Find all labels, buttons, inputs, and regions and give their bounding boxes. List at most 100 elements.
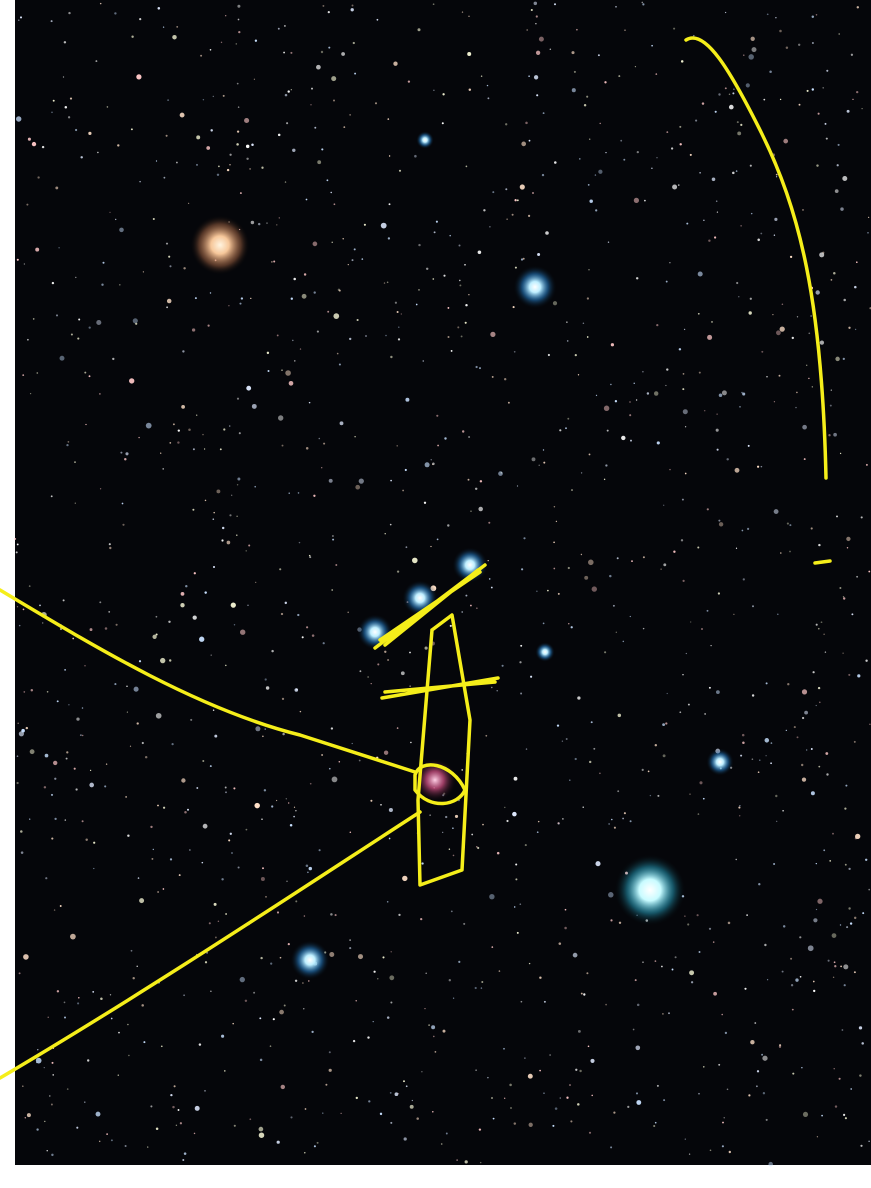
star [435, 220, 438, 223]
star [759, 759, 761, 761]
star [78, 996, 80, 999]
star [141, 741, 144, 745]
star [583, 993, 586, 996]
star [445, 815, 448, 819]
star [810, 791, 815, 796]
star [757, 771, 760, 774]
star [44, 753, 49, 758]
star [516, 199, 519, 202]
star [567, 566, 570, 570]
star [825, 137, 828, 140]
star [271, 805, 274, 808]
star [808, 377, 810, 380]
star [100, 997, 103, 1000]
star [358, 759, 361, 762]
star [613, 1111, 616, 1114]
star [22, 1085, 24, 1087]
star [492, 191, 495, 194]
star [761, 1053, 764, 1056]
star [246, 385, 252, 391]
star [376, 18, 379, 21]
star [138, 660, 142, 663]
star [608, 823, 610, 825]
star [269, 1045, 272, 1047]
star [695, 119, 698, 122]
star [861, 107, 863, 110]
star [458, 279, 461, 282]
star [684, 472, 687, 475]
star [221, 878, 224, 881]
star [816, 1136, 819, 1138]
star [474, 487, 478, 491]
star [313, 1145, 316, 1148]
star [221, 1034, 225, 1038]
star [286, 880, 288, 882]
star [792, 1072, 795, 1075]
star [524, 1057, 526, 1059]
star [327, 10, 330, 14]
star [783, 138, 789, 144]
star [513, 776, 518, 781]
star [524, 844, 527, 847]
star [27, 338, 29, 341]
star [761, 350, 764, 353]
star [29, 392, 32, 395]
star [183, 1152, 187, 1155]
star [528, 1122, 533, 1127]
star [733, 613, 735, 615]
star [383, 282, 386, 284]
star [104, 627, 108, 630]
star [707, 334, 713, 340]
star [588, 1131, 592, 1134]
star [857, 674, 861, 678]
star [232, 1022, 234, 1025]
star [193, 1132, 196, 1135]
star [37, 176, 40, 179]
star [839, 452, 842, 455]
star [22, 608, 25, 611]
star [440, 1143, 443, 1145]
star [258, 1132, 265, 1138]
star [115, 623, 118, 626]
star [316, 1141, 319, 1144]
star [799, 936, 802, 939]
star [351, 742, 353, 745]
star [39, 604, 41, 607]
star [669, 261, 671, 264]
star [390, 1121, 393, 1124]
star [258, 1126, 264, 1132]
star [169, 265, 172, 268]
star [769, 70, 772, 74]
star [487, 97, 490, 100]
star [50, 20, 53, 23]
star [99, 393, 101, 395]
star [777, 613, 779, 615]
star [469, 604, 472, 607]
star [261, 166, 264, 169]
star [692, 34, 695, 37]
star [669, 468, 671, 471]
star [340, 1112, 342, 1114]
star [513, 1122, 517, 1125]
star [595, 209, 598, 212]
star [498, 970, 501, 972]
star [801, 763, 804, 767]
star [457, 326, 460, 329]
star [233, 624, 236, 626]
star [64, 105, 68, 109]
star [297, 492, 300, 494]
star [264, 678, 267, 681]
star [338, 363, 341, 366]
star [851, 613, 854, 616]
star [856, 575, 859, 578]
star [89, 782, 95, 788]
star [264, 728, 266, 730]
star [512, 306, 515, 309]
star [844, 1117, 847, 1120]
star [250, 297, 252, 300]
star [387, 237, 391, 240]
star [216, 173, 220, 177]
star [389, 975, 395, 981]
star [353, 248, 356, 251]
star [740, 123, 743, 127]
